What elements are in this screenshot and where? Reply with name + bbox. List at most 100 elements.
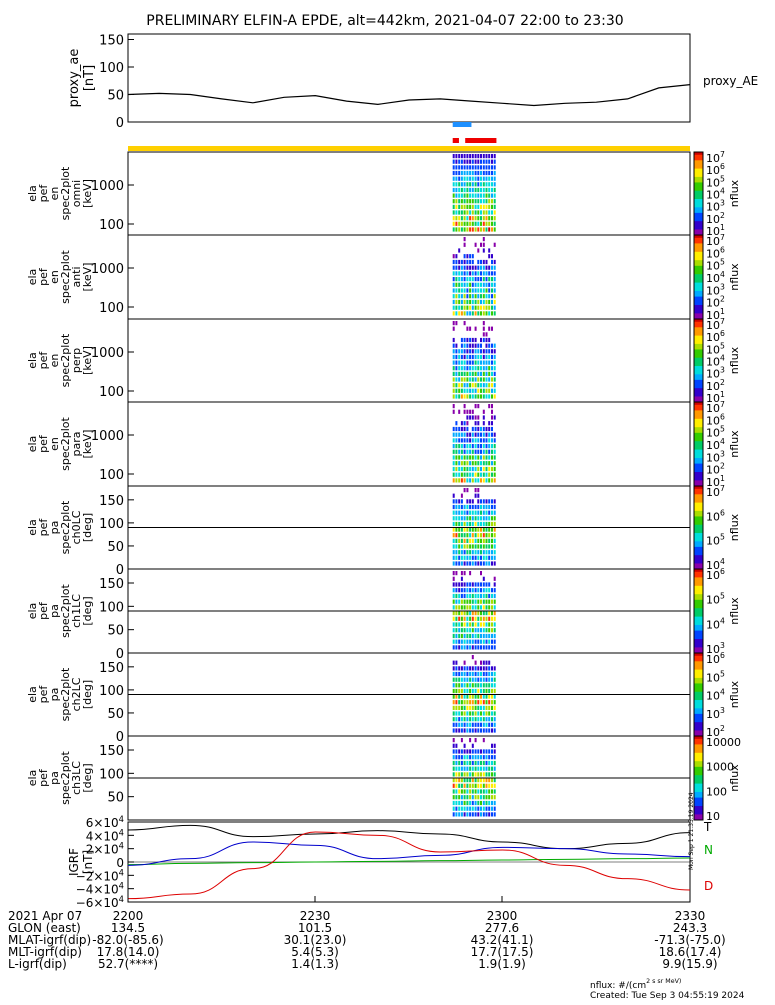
- spec-pixel: [455, 683, 458, 688]
- spec-pixel: [452, 182, 455, 187]
- spec-pixel: [469, 210, 472, 215]
- igrf-series-N: [127, 857, 691, 866]
- spec-pixel: [469, 311, 472, 316]
- spec-pixel: [474, 728, 477, 733]
- spec-pixel: [485, 605, 488, 610]
- spec-pixel: [469, 622, 472, 627]
- spec-pixel: [488, 671, 491, 677]
- spec-pixel: [469, 510, 472, 515]
- spec-pixel: [458, 544, 461, 549]
- spec-pixel: [474, 182, 477, 187]
- spec-pixel: [491, 199, 493, 204]
- spec-pixel: [485, 332, 488, 337]
- spec-pixel: [463, 561, 466, 566]
- spec-pixel: [482, 633, 485, 639]
- spec-panel-6: 150100500elapefpaspec2plotch2LC[deg]1061…: [26, 651, 741, 745]
- spec-pixel: [471, 371, 474, 376]
- spec-pixel: [474, 504, 477, 510]
- colorbar-segment: [694, 285, 703, 289]
- spec-pixel: [488, 394, 491, 399]
- spec-pixel: [458, 599, 461, 604]
- spec-pixel: [488, 722, 491, 727]
- spec-ytick-label: 150: [99, 744, 124, 759]
- red-status-bar: [452, 138, 459, 143]
- spec-pixel: [471, 377, 474, 382]
- spec-panel-0: 1000100elapefenspec2plotomni[keV]1071061…: [26, 150, 741, 238]
- spec-pixel: [491, 555, 493, 560]
- spec-pixel: [491, 722, 493, 727]
- spec-pixel: [463, 778, 466, 783]
- colorbar-segment: [694, 686, 703, 690]
- spec-pixel: [474, 812, 477, 817]
- spec-pixel: [482, 237, 485, 242]
- colorbar-segment: [694, 279, 703, 284]
- spec-pixel: [458, 666, 461, 671]
- spec-pixel: [485, 444, 488, 449]
- spec-pixel: [463, 159, 466, 164]
- spec-pixel: [460, 187, 463, 193]
- colorbar-segment: [694, 636, 703, 640]
- spec-pixel: [471, 538, 474, 543]
- spec-pixel: [477, 426, 480, 432]
- colorbar-tick-label: 102: [706, 462, 725, 477]
- spec-pixel: [460, 533, 463, 538]
- spec-pixel: [482, 444, 485, 449]
- colorbar-tick-label: 103: [706, 706, 725, 721]
- spec-pixel: [485, 154, 488, 159]
- spec-pixel: [480, 571, 482, 576]
- colorbar-segment: [694, 296, 703, 300]
- spec-pixel: [452, 187, 455, 193]
- spec-pixel: [466, 438, 469, 443]
- spec-pixel: [485, 259, 488, 265]
- spec-pixel: [469, 199, 472, 204]
- spec-pixel: [477, 472, 480, 477]
- spec-pixel: [466, 611, 469, 616]
- colorbar-segment: [694, 352, 703, 356]
- colorbar-segment: [694, 354, 703, 359]
- spec-pixel: [466, 176, 469, 181]
- spec-pixel: [466, 616, 469, 621]
- igrf-ytick-label: −2×104: [76, 867, 124, 883]
- spec-pixel: [455, 305, 458, 310]
- spec-pixel: [491, 795, 493, 800]
- spec-pixel: [482, 582, 485, 587]
- spec-pixel: [455, 349, 458, 354]
- spec-pixel: [458, 472, 461, 477]
- spec-pixel: [493, 645, 496, 650]
- spec-pixel: [463, 622, 466, 627]
- colorbar-segment: [694, 199, 703, 203]
- spec-pixel: [480, 360, 482, 365]
- spec-pixel: [466, 182, 469, 187]
- spec-pixel: [480, 165, 482, 170]
- spec-pixel: [455, 666, 458, 671]
- spec-pixel: [455, 466, 458, 472]
- spec-pixel: [480, 478, 482, 483]
- spec-pixel: [458, 311, 461, 316]
- spec-pixel: [463, 187, 466, 193]
- spec-pixel: [463, 176, 466, 181]
- spec-pixel: [480, 705, 482, 710]
- spec-pixel: [477, 504, 480, 510]
- spec-pixel: [477, 722, 480, 727]
- spec-pixel: [471, 728, 474, 733]
- spec-pixel: [491, 800, 493, 806]
- spec-pixel: [480, 666, 482, 671]
- spec-pixel: [474, 371, 477, 376]
- spec-pixel: [488, 159, 491, 164]
- spec-pixel: [455, 593, 458, 599]
- spec-pixel: [474, 426, 477, 432]
- spec-pixel: [455, 555, 458, 560]
- spec-pixel: [491, 159, 493, 164]
- spec-pixel: [466, 165, 469, 170]
- colorbar-segment: [694, 694, 703, 698]
- spec-pixel: [493, 711, 496, 716]
- footer-cell: 2200: [113, 909, 144, 923]
- spec-ytick-label: 1000: [91, 346, 124, 361]
- spec-pixel: [474, 415, 477, 420]
- spec-pixel: [458, 165, 461, 170]
- spec-pixel: [460, 259, 463, 265]
- spec-pixel: [480, 645, 482, 650]
- colorbar-segment: [694, 719, 703, 723]
- spec-pixel: [480, 728, 482, 733]
